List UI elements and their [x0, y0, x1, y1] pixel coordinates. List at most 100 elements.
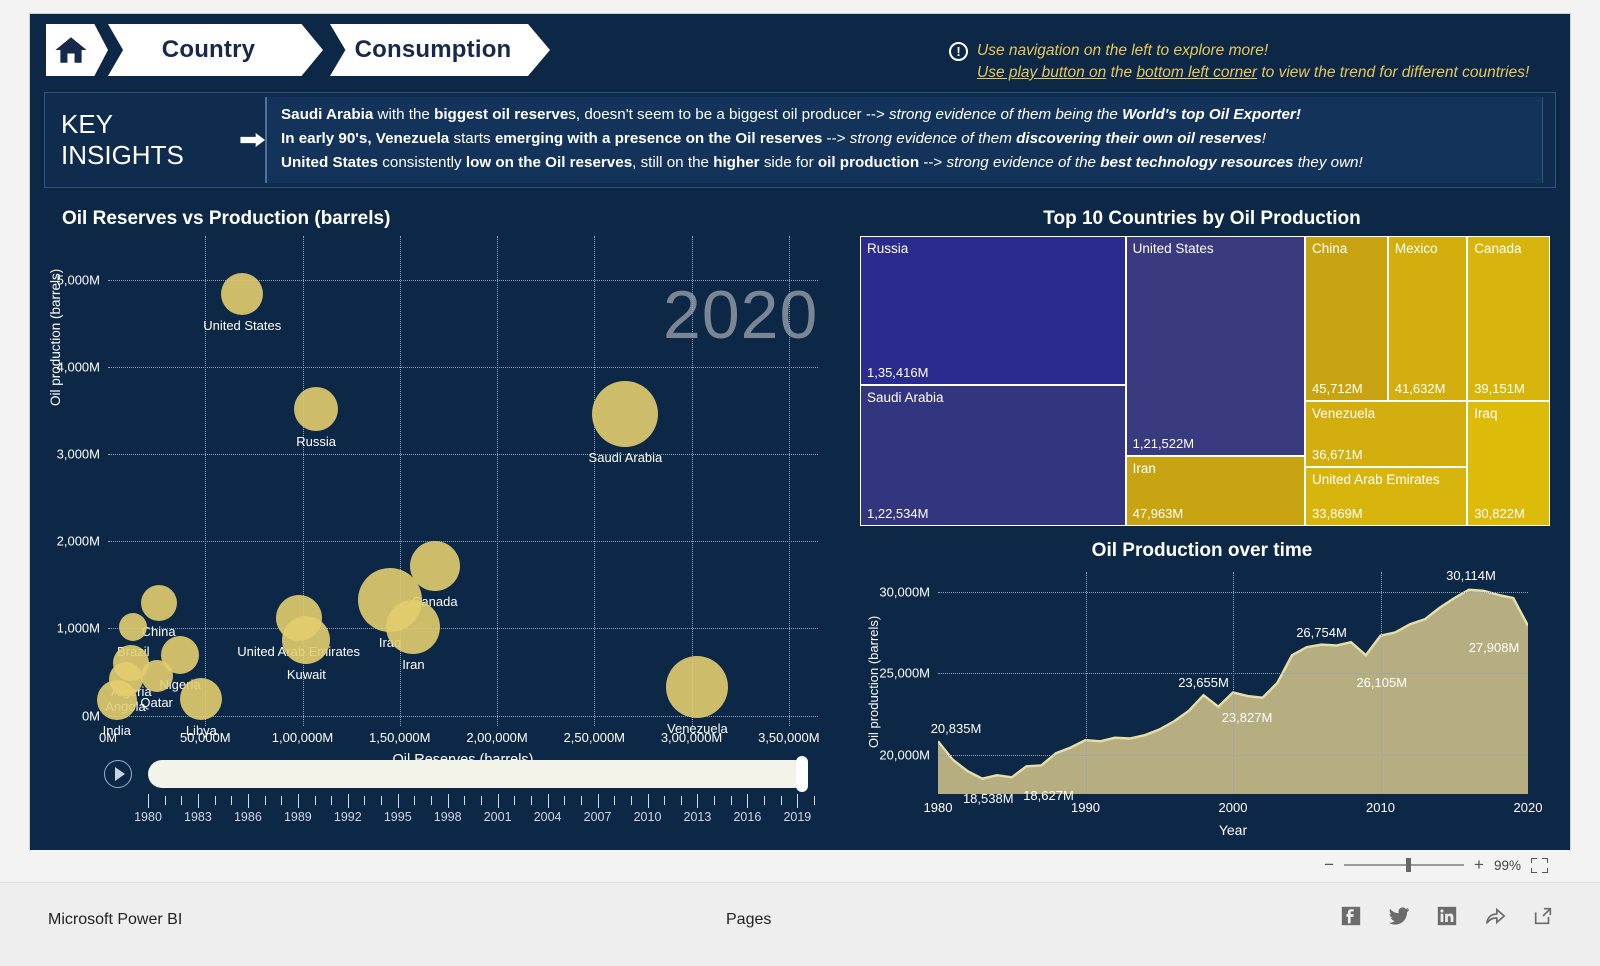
hint-tail-text: to view the trend for different countrie…: [1257, 64, 1530, 81]
zoom-slider[interactable]: [1344, 858, 1465, 872]
treemap-tile[interactable]: Canada 39,151M: [1467, 236, 1550, 402]
treemap-area[interactable]: Russia 1,35,416M Saudi Arabia 1,22,534M Unit…: [860, 236, 1550, 526]
linkedin-icon[interactable]: [1436, 905, 1458, 927]
key-insights-title: KEY INSIGHTS: [45, 109, 265, 171]
scatter-bubble-label: United States: [203, 318, 282, 334]
fit-to-screen-icon[interactable]: [1531, 857, 1548, 873]
timeline-tick: [197, 794, 199, 808]
treemap-tile-value: 45,712M: [1312, 381, 1363, 397]
scatter-bubble[interactable]: [386, 600, 441, 655]
play-icon[interactable]: [104, 760, 132, 788]
twitter-icon[interactable]: [1388, 905, 1410, 927]
breadcrumb-country-label: Country: [161, 36, 256, 63]
timeline-thumb[interactable]: [796, 756, 808, 792]
timeline-year-label: 2004: [533, 810, 562, 824]
scatter-plot-area[interactable]: Oil production (barrels) Oil Reserves (b…: [48, 236, 820, 768]
treemap-tile[interactable]: United Arab Emirates 33,869M: [1305, 466, 1468, 526]
pages-button[interactable]: Pages: [726, 911, 772, 928]
area-x-tick: 1980: [923, 800, 953, 815]
treemap-tile-value: 39,151M: [1474, 381, 1525, 397]
treemap-tile-value: 30,822M: [1474, 505, 1525, 521]
zoom-slider-knob[interactable]: [1406, 858, 1412, 872]
timeline-tick: [447, 794, 449, 808]
scatter-y-tick: 0M: [81, 708, 100, 724]
timeline-ticks: [148, 794, 815, 808]
scatter-y-tick: 3,000M: [56, 446, 100, 462]
scatter-bubble[interactable]: [140, 660, 173, 693]
timeline-year-label: 1995: [383, 810, 412, 824]
timeline-tick: [514, 796, 516, 805]
scatter-y-tick: 1,000M: [56, 620, 100, 636]
timeline-tick: [547, 794, 549, 808]
hint-line-2: Use play button on the bottom left corne…: [977, 62, 1545, 84]
treemap-tile-label: Iran: [1132, 461, 1156, 477]
home-button[interactable]: [46, 24, 108, 76]
area-chart-panel[interactable]: Oil Production over time Oil production …: [848, 534, 1556, 840]
scatter-bubble[interactable]: [282, 615, 331, 664]
scatter-hgrid: [108, 628, 818, 630]
scatter-bubble-label: Libya: [185, 722, 217, 738]
area-plot-area[interactable]: Oil production (barrels) Year 20,000M 25,…: [866, 568, 1542, 838]
scatter-bubble[interactable]: [666, 655, 729, 718]
timeline-tick: [164, 796, 166, 805]
scatter-bubble[interactable]: [180, 677, 223, 720]
scatter-x-tick: 1,00,000M: [271, 730, 334, 745]
scatter-bubble[interactable]: [592, 380, 659, 447]
timeline-tick: [730, 796, 732, 805]
treemap-tile[interactable]: Iraq 30,822M: [1467, 401, 1550, 526]
treemap-tile-label: Russia: [867, 241, 909, 256]
scatter-bubble[interactable]: [221, 273, 264, 316]
treemap-tile-label: United States: [1132, 241, 1214, 256]
area-x-tick: 2010: [1366, 800, 1395, 815]
treemap-tile[interactable]: Russia 1,35,416M: [860, 236, 1126, 386]
scatter-vgrid: [691, 236, 693, 726]
scatter-panel[interactable]: Oil Reserves vs Production (barrels) Oil…: [44, 194, 834, 840]
breadcrumb-country[interactable]: Country: [108, 24, 323, 76]
treemap-tile[interactable]: Saudi Arabia 1,22,534M: [860, 385, 1126, 526]
scatter-bubble[interactable]: [294, 386, 339, 431]
open-in-new-icon[interactable]: [1532, 905, 1554, 927]
zoom-out-button[interactable]: −: [1324, 855, 1335, 874]
zoom-bar[interactable]: − + 99%: [30, 850, 1570, 880]
area-data-label: 20,835M: [930, 721, 982, 737]
treemap-tile[interactable]: United States 1,21,522M: [1125, 236, 1306, 457]
scatter-y-axis-label: Oil production (barrels): [48, 268, 63, 406]
zoom-level-label: 99%: [1493, 857, 1521, 873]
timeline-tick: [181, 796, 183, 805]
scatter-x-tick: 3,50,000M: [758, 730, 820, 745]
timeline-year-label: 2007: [583, 810, 612, 824]
timeline-track[interactable]: [148, 760, 808, 788]
zoom-in-button[interactable]: +: [1474, 855, 1484, 874]
timeline-tick: [697, 794, 699, 808]
area-y-tick: 25,000M: [879, 665, 930, 681]
timeline-tick: [780, 796, 782, 805]
hint-play-button-text: Use play button on: [977, 64, 1107, 81]
treemap-panel[interactable]: Top 10 Countries by Oil Production Russi…: [848, 194, 1556, 534]
scatter-bubble-label: Qatar: [140, 695, 173, 711]
scatter-hgrid: [108, 715, 818, 717]
area-data-label: 18,627M: [1023, 788, 1074, 804]
share-icon[interactable]: [1484, 905, 1506, 927]
year-watermark: 2020: [663, 277, 819, 353]
scatter-bubble[interactable]: [119, 612, 148, 641]
scatter-vgrid: [302, 236, 304, 726]
treemap-tile[interactable]: Mexico 41,632M: [1387, 236, 1468, 402]
timeline-tick: [431, 796, 433, 805]
treemap-tile-value: 47,963M: [1132, 505, 1184, 521]
breadcrumb-consumption[interactable]: Consumption: [330, 24, 550, 76]
year-timeline-slider[interactable]: 1980 1983 1986 1989 1992 1995 1998 2001 2004 2007…: [104, 754, 820, 832]
treemap-tile[interactable]: China 45,712M: [1305, 236, 1388, 402]
facebook-icon[interactable]: [1340, 905, 1362, 927]
scatter-bubble-label: Kuwait: [286, 666, 326, 682]
scatter-bubble[interactable]: [140, 585, 177, 622]
treemap-tile[interactable]: Iran 47,963M: [1125, 456, 1306, 526]
timeline-tick: [630, 796, 632, 805]
scatter-bubble[interactable]: [96, 679, 137, 720]
treemap-title: Top 10 Countries by Oil Production: [1043, 208, 1361, 229]
area-data-label: 23,655M: [1178, 675, 1229, 691]
scatter-y-tick: 2,000M: [56, 533, 100, 549]
treemap-tile[interactable]: Venezuela 36,671M: [1305, 401, 1468, 467]
scatter-bubble[interactable]: [409, 541, 460, 592]
treemap-tile-value: 1,35,416M: [867, 365, 929, 381]
scatter-x-tick: 50,000M: [179, 730, 231, 745]
